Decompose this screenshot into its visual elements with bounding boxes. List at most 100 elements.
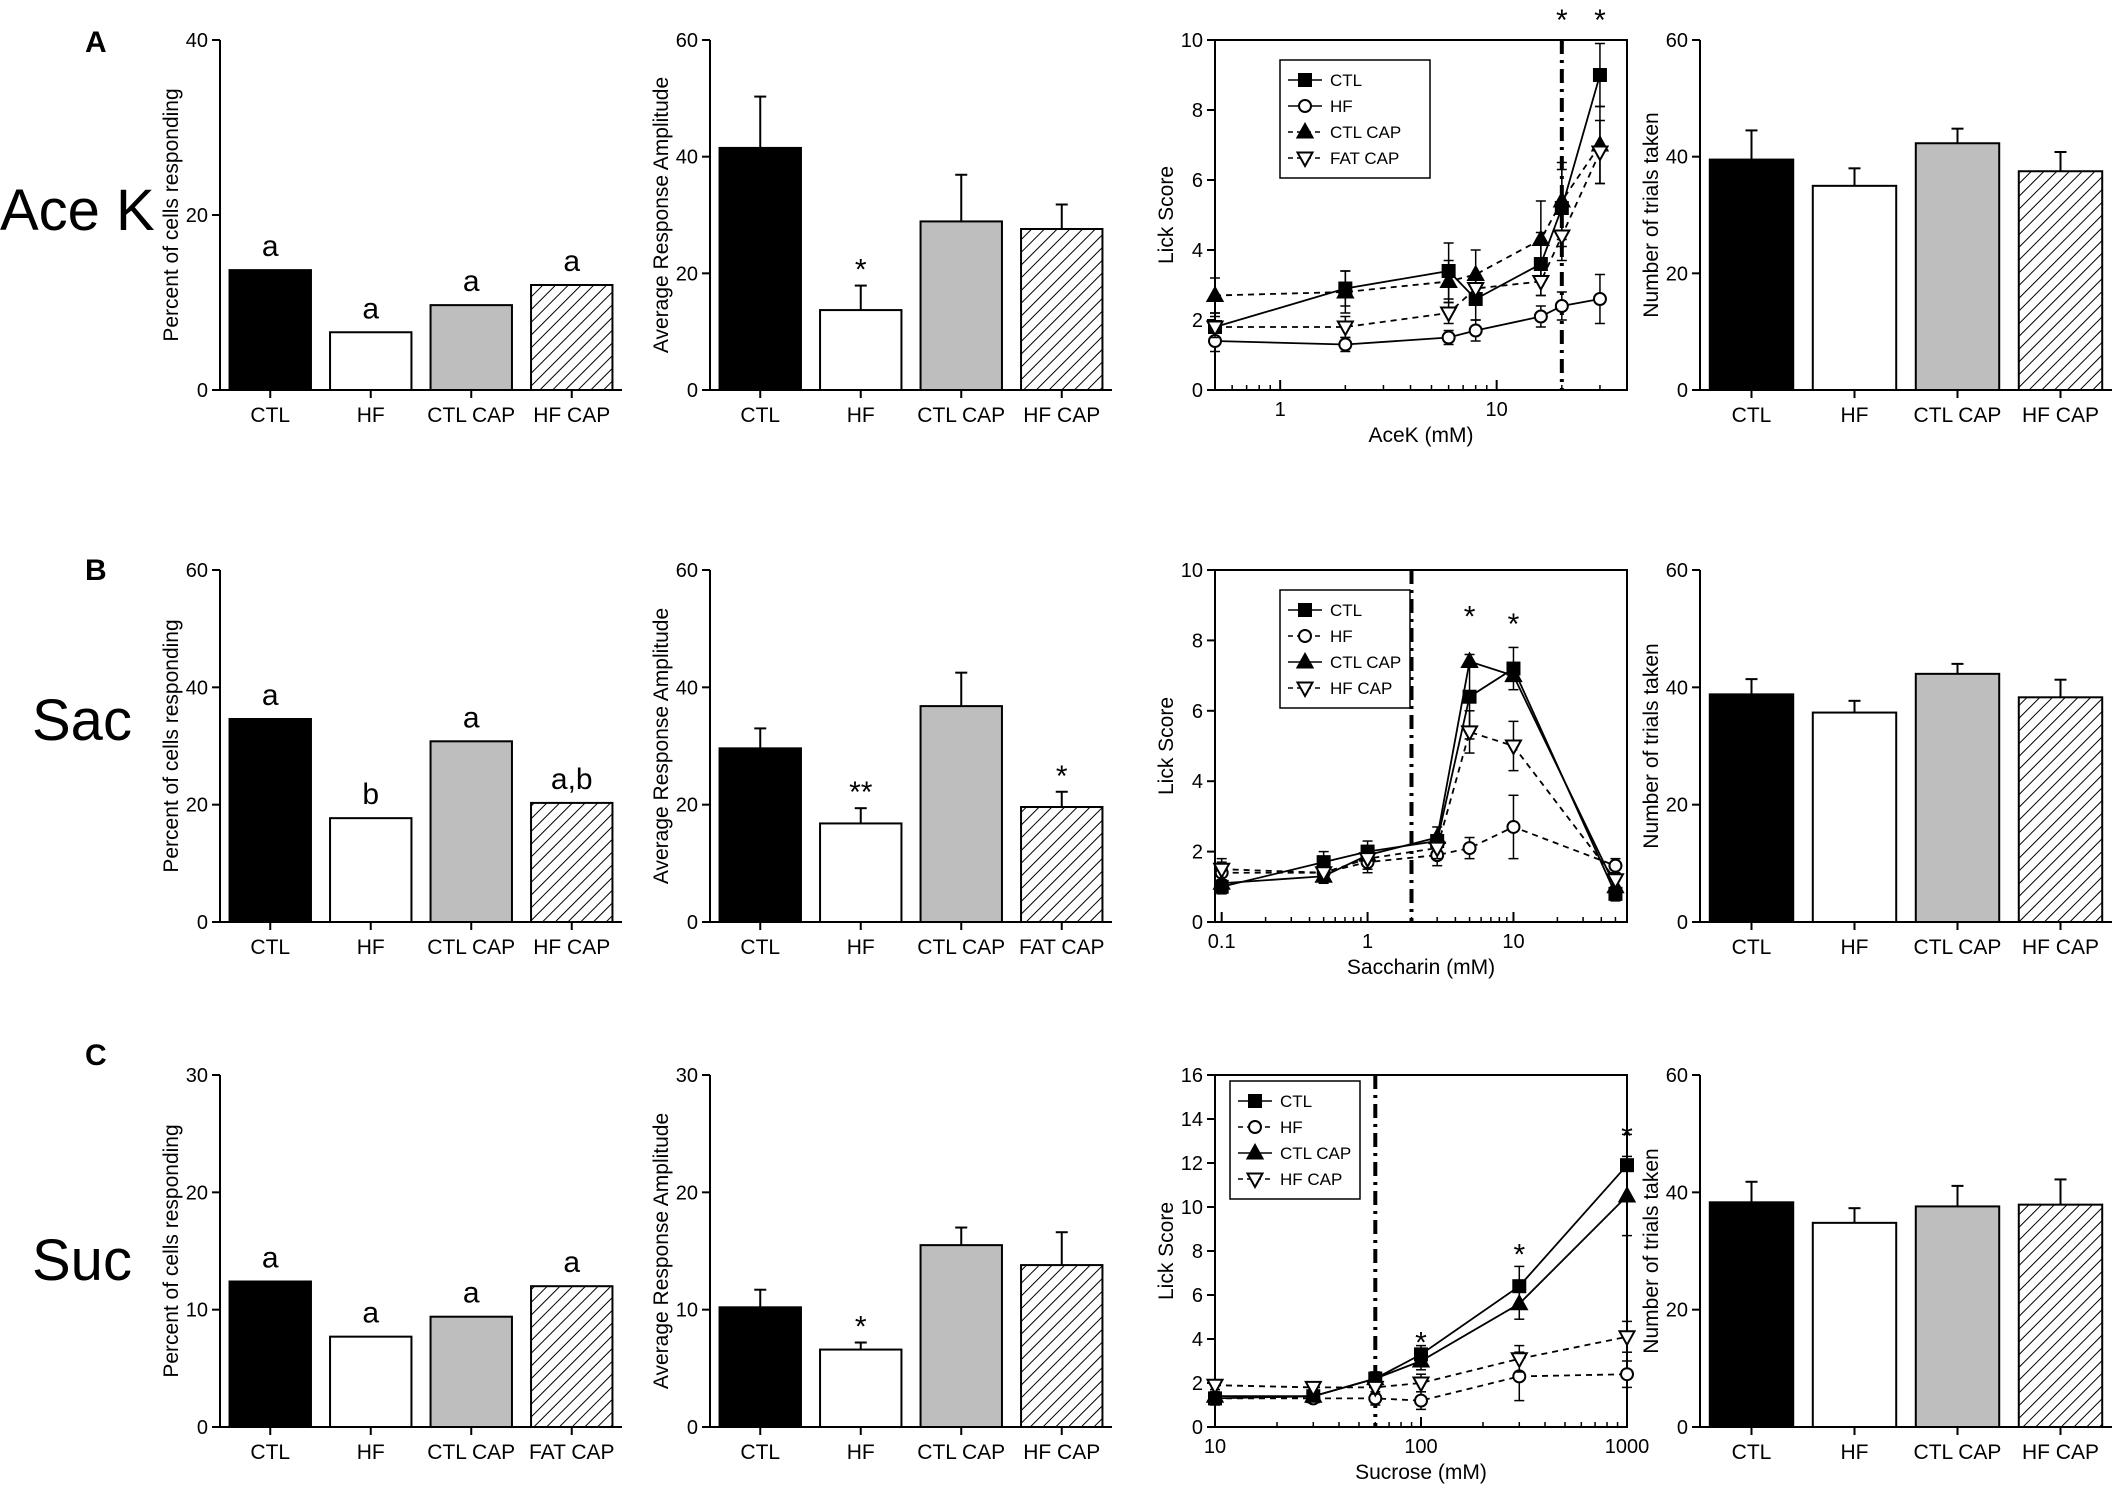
x-tick-label: 1: [1275, 399, 1286, 421]
y-tick-label: 20: [186, 205, 208, 227]
data-point: [1439, 271, 1458, 288]
x-tick-label: HF: [847, 936, 875, 959]
bar-ctl: [1708, 693, 1795, 924]
data-point: [1304, 1380, 1323, 1398]
y-tick-label: 12: [1181, 1153, 1203, 1175]
x-tick-label: HF: [357, 404, 385, 427]
x-tick-label: FAT CAP: [1019, 936, 1105, 959]
y-tick-label: 0: [197, 912, 208, 934]
group-letter: a: [563, 245, 580, 278]
chart-c1: 0 10 20 30 Percent of cells responding CTL a HF…: [160, 1065, 622, 1464]
x-tick-label: HF: [847, 1441, 875, 1464]
legend: CTL HF CTL CAP HF CAP: [1279, 589, 1411, 709]
legend-marker: [1295, 121, 1315, 139]
y-tick-label: 2: [1192, 842, 1203, 864]
legend-marker: [1298, 603, 1312, 617]
chart-c2: 0 10 20 30 Average Response Amplitude CTL HF * C…: [650, 1065, 1112, 1464]
bar-ctl-cap: [429, 304, 513, 391]
data-point: [1510, 1352, 1529, 1369]
y-tick-label: 0: [1192, 380, 1203, 402]
x-tick-label: CTL: [740, 936, 780, 959]
x-tick-label: HF CAP: [533, 936, 610, 959]
y-axis-label: Average Response Amplitude: [650, 77, 673, 353]
data-point: [1504, 739, 1523, 757]
x-tick-label: CTL CAP: [1914, 936, 2002, 959]
y-tick-label: 0: [1192, 912, 1203, 934]
y-tick-label: 40: [1666, 1182, 1688, 1204]
y-axis-label: Lick Score: [1155, 166, 1178, 264]
x-axis-label: AceK (mM): [1369, 424, 1474, 447]
bar-hf-cap: [2017, 170, 2104, 391]
significance-star: **: [849, 776, 873, 809]
legend-marker: [1295, 681, 1315, 699]
y-tick-label: 8: [1192, 630, 1203, 652]
data-point: [1554, 299, 1569, 313]
bar-hf: [1811, 711, 1898, 923]
significance-star: *: [855, 1311, 867, 1344]
significance-star: *: [1621, 1120, 1633, 1153]
group-letter: a: [463, 701, 480, 734]
data-point: [1617, 1185, 1637, 1203]
x-tick-label: HF: [1841, 404, 1869, 427]
significance-star: *: [1508, 608, 1520, 641]
y-tick-label: 0: [197, 380, 208, 402]
y-tick-label: 0: [197, 1417, 208, 1439]
y-tick-label: 60: [1666, 30, 1688, 52]
chart-b4: 0 20 40 60 Number of trials taken CTL HF CTL CA…: [1640, 560, 2112, 959]
y-tick-label: 60: [1666, 560, 1688, 582]
x-tick-label: CTL: [740, 1441, 780, 1464]
y-axis-label: Average Response Amplitude: [650, 1113, 673, 1389]
y-tick-label: 20: [186, 1182, 208, 1204]
legend-marker: [1298, 629, 1312, 643]
significance-star: *: [855, 254, 867, 287]
y-tick-label: 0: [687, 1417, 698, 1439]
significance-star: *: [1513, 1239, 1525, 1272]
data-point: [1606, 873, 1625, 890]
significance-star: *: [1556, 4, 1568, 37]
bar-hf-cap: [1020, 228, 1104, 391]
data-point: [1504, 665, 1523, 683]
legend-marker: [1298, 73, 1312, 87]
bar-ctl-cap: [919, 220, 1003, 391]
bar-ctl-cap: [1914, 142, 2001, 391]
y-tick-label: 6: [1192, 170, 1203, 192]
y-axis-label: Percent of cells responding: [160, 1124, 183, 1377]
y-tick-label: 10: [1181, 560, 1203, 582]
y-axis-label: Average Response Amplitude: [650, 608, 673, 884]
bar-hf-cap: [1020, 1264, 1104, 1428]
y-tick-label: 14: [1181, 1109, 1203, 1131]
bar-hf-cap: [2017, 696, 2104, 923]
x-axis-label: Sucrose (mM): [1355, 1461, 1487, 1484]
y-tick-label: 2: [1192, 310, 1203, 332]
legend-label: HF: [1280, 1118, 1303, 1137]
x-tick-label: HF: [847, 404, 875, 427]
y-axis-label: Number of trials taken: [1640, 1148, 1663, 1353]
y-tick-label: 10: [1181, 1197, 1203, 1219]
legend-label: CTL: [1330, 601, 1362, 620]
y-tick-label: 20: [1666, 795, 1688, 817]
series-line: [1215, 1373, 1628, 1402]
data-point: [1533, 309, 1548, 324]
chart-b1: 0 20 40 60 Percent of cells responding CTL a HF…: [160, 560, 622, 959]
legend-marker: [1298, 99, 1312, 113]
data-point: [1358, 852, 1377, 869]
legend-label: HF: [1330, 627, 1353, 646]
y-tick-label: 30: [186, 1065, 208, 1087]
y-axis-label: Percent of cells responding: [160, 619, 183, 872]
series-hf-cap: [1212, 710, 1625, 890]
data-point: [1427, 841, 1447, 859]
data-point: [1592, 68, 1607, 82]
data-point: [1366, 1380, 1385, 1398]
y-axis-label: Percent of cells responding: [160, 88, 183, 341]
legend-marker: [1248, 1094, 1262, 1108]
y-tick-label: 20: [1666, 263, 1688, 285]
y-tick-label: 6: [1192, 1285, 1203, 1307]
data-point: [1212, 862, 1231, 880]
data-point: [1462, 841, 1477, 856]
x-tick-label: HF CAP: [2022, 404, 2099, 427]
y-tick-label: 6: [1192, 701, 1203, 723]
data-point: [1439, 306, 1458, 324]
data-point: [1608, 858, 1623, 873]
